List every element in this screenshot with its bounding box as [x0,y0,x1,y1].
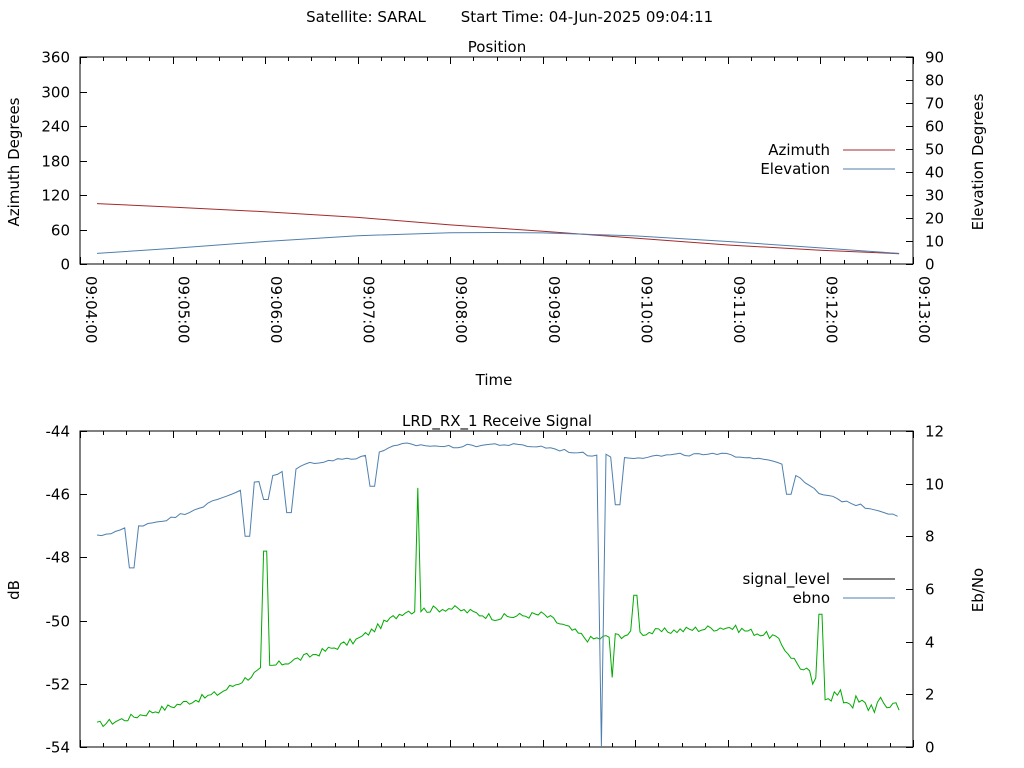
y2-tick-label: 6 [925,581,935,599]
y2-tick-label: 70 [925,95,944,113]
y-tick-label: 300 [41,84,70,102]
y-tick-label: 120 [41,187,70,205]
x-tick-label: 09:12:00 [822,276,840,343]
series-line-ebno [96,442,898,748]
x-tick-label: 09:05:00 [175,276,193,343]
y2-tick-label: 90 [925,49,944,67]
y-tick-label: 0 [60,256,70,274]
y-tick-label: 240 [41,118,70,136]
position-x-axis-label: Time [475,371,513,389]
legend-label-Azimuth: Azimuth [768,141,830,159]
series-line-signal_level [96,487,900,728]
receive-signal-y-axis-label: dB [5,580,23,600]
x-tick-label: 09:09:00 [545,276,563,343]
y2-tick-label: 0 [925,256,935,274]
x-tick-label: 09:07:00 [360,276,378,343]
y2-tick-label: 10 [925,233,944,251]
plot-frame [79,56,914,265]
start-time-label: Start Time: 04-Jun-2025 09:04:11 [461,8,713,26]
y-tick-label: -44 [46,423,71,441]
y-tick-label: 60 [51,222,70,240]
y2-tick-label: 50 [925,141,944,159]
x-tick-label: 09:04:00 [82,276,100,343]
y2-tick-label: 30 [925,187,944,205]
y-tick-label: 360 [41,49,70,67]
x-tick-label: 09:10:00 [637,276,655,343]
x-tick-label: 09:06:00 [267,276,285,343]
y2-tick-label: 40 [925,164,944,182]
y2-tick-label: 8 [925,528,935,546]
series-line-Azimuth [96,203,900,255]
y2-tick-label: 20 [925,210,944,228]
plot-frame [79,430,914,748]
x-tick-label: 09:13:00 [915,276,933,343]
y-tick-label: -50 [46,613,71,631]
x-tick-label: 09:11:00 [730,276,748,343]
x-tick-label: 09:08:00 [452,276,470,343]
position-y-axis-label: Azimuth Degrees [5,97,23,226]
y2-tick-label: 80 [925,72,944,90]
legend-label-signal_level: signal_level [742,570,830,589]
satellite-label: Satellite: SARAL [306,8,426,26]
y2-tick-label: 10 [925,476,944,494]
receive-signal-y2-axis-label: Eb/No [969,568,987,612]
y-tick-label: -48 [46,549,71,567]
legend-label-ebno: ebno [793,589,830,607]
y-tick-label: -54 [46,739,71,757]
series-line-Elevation [96,231,900,254]
y2-tick-label: 2 [925,686,935,704]
position-y2-axis-label: Elevation Degrees [969,93,987,230]
receive-signal-chart-title: LRD_RX_1 Receive Signal [402,412,592,431]
y-tick-label: -46 [46,486,71,504]
receive-signal-chart: LRD_RX_1 Receive Signal dB Eb/No -54 -52 -… [5,412,987,757]
position-chart: Position Time Azimuth Degrees Elevation … [5,38,987,389]
position-chart-title: Position [468,38,526,56]
y2-tick-label: 60 [925,118,944,136]
y2-tick-label: 4 [925,634,935,652]
y-tick-label: -52 [46,676,71,694]
legend-label-Elevation: Elevation [760,160,830,178]
y2-tick-label: 0 [925,739,935,757]
y-tick-label: 180 [41,153,70,171]
y2-tick-label: 12 [925,423,944,441]
